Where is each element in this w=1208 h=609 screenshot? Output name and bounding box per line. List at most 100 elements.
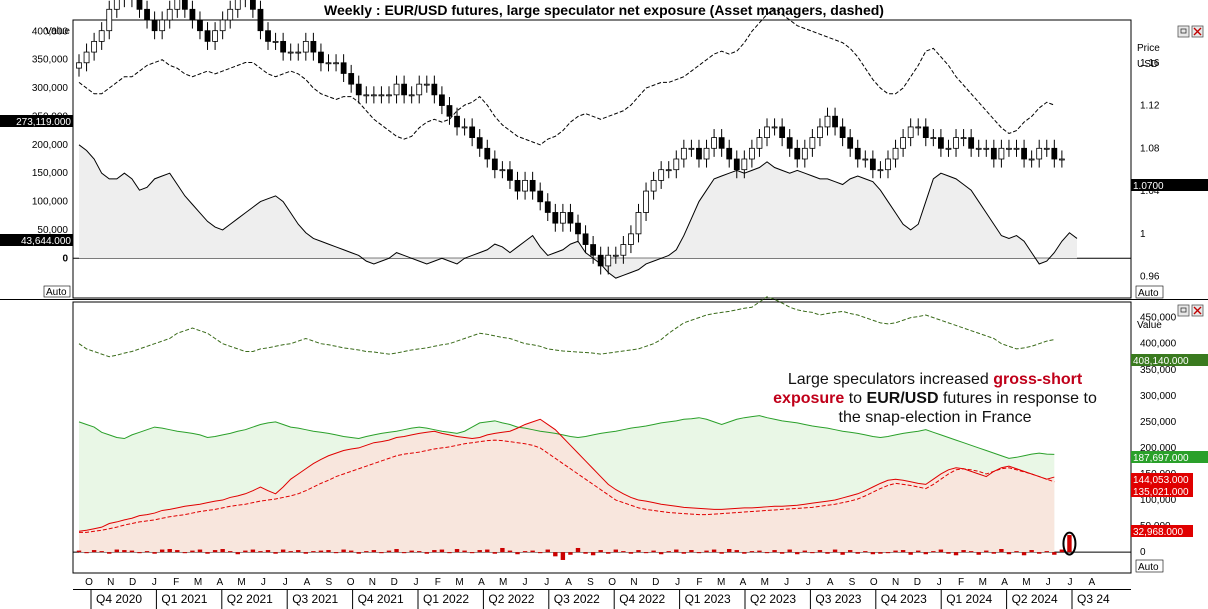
weekly-change-bar	[492, 552, 498, 554]
candle-body	[295, 51, 302, 54]
weekly-change-bar	[1014, 551, 1019, 553]
candle-body	[499, 169, 506, 172]
x-quarter-tick: Q3 24	[1077, 592, 1110, 606]
candle-body	[197, 19, 203, 32]
candle-body	[280, 40, 287, 53]
x-month-tick: N	[369, 577, 376, 588]
weekly-change-bar	[303, 552, 309, 554]
weekly-change-bar	[318, 550, 324, 553]
candle-body	[325, 62, 332, 65]
candle-body	[1058, 158, 1065, 161]
series-eurusd-candles	[76, 0, 1065, 275]
weekly-change-bar	[439, 549, 445, 553]
upper-panel-close-icon-glyph	[1193, 27, 1202, 36]
candle-body	[612, 254, 619, 257]
weekly-change-bar	[394, 549, 399, 553]
x-month-tick: S	[849, 577, 856, 588]
upper-panel-close-icon[interactable]	[1191, 25, 1204, 38]
lower-right-tick: 0	[1140, 547, 1146, 558]
candle-body	[529, 179, 536, 192]
weekly-change-bar	[757, 550, 762, 553]
candle-body	[960, 137, 967, 140]
weekly-change-bar	[832, 549, 838, 553]
weekly-change-bar	[575, 547, 581, 553]
weekly-change-bar	[560, 552, 566, 560]
weekly-change-bar	[205, 552, 210, 554]
weekly-change-bar	[243, 550, 248, 553]
candle-body	[597, 254, 604, 267]
value-label-weekly-change-text: 32,968.000	[1133, 527, 1183, 538]
weekly-change-bar	[137, 552, 142, 554]
candle-body	[393, 83, 400, 96]
candle-body	[408, 94, 415, 97]
upper-right-auto-button[interactable]	[1135, 285, 1164, 299]
candle-body	[748, 147, 755, 160]
upper-right-tick: 1.16	[1140, 58, 1160, 69]
candle-body	[113, 0, 120, 10]
annotation-text-1: Large speculators increased	[787, 371, 994, 388]
upper-left-tick: 400,000	[32, 26, 69, 37]
weekly-change-bar	[417, 551, 422, 553]
weekly-change-bar	[643, 552, 649, 554]
weekly-change-bar	[908, 552, 913, 555]
weekly-change-bar	[636, 550, 641, 553]
lower-panel-restore-icon-box	[1177, 304, 1190, 317]
candle-body	[575, 222, 581, 235]
x-month-tick: F	[958, 577, 964, 588]
x-month-tick: D	[914, 577, 921, 588]
candle-body	[696, 147, 702, 160]
candle-body	[559, 212, 566, 224]
candle-body	[665, 169, 672, 172]
candle-body	[862, 158, 869, 161]
x-month-tick: D	[652, 577, 659, 588]
value-label-eurusd: 1.0700	[1131, 179, 1208, 192]
weekly-change-bar	[590, 552, 596, 556]
weekly-change-bar	[1006, 552, 1012, 555]
upper-panel-restore-icon[interactable]	[1177, 25, 1190, 38]
weekly-change-bar	[961, 550, 966, 553]
candle-body	[854, 147, 861, 160]
x-month-tick: J	[1068, 577, 1073, 588]
candle-body	[990, 147, 997, 160]
weekly-change-bar	[424, 552, 429, 554]
upper-right-axis-unit: USD	[1137, 59, 1158, 70]
upper-net-fill	[79, 144, 1077, 279]
x-quarter-tick: Q4 2020	[96, 592, 142, 606]
weekly-change-bar	[674, 549, 679, 553]
lower-panel-close-icon[interactable]	[1191, 304, 1204, 317]
lower-panel-restore-icon[interactable]	[1177, 304, 1190, 317]
candle-body	[938, 137, 944, 149]
candle-body	[998, 147, 1005, 160]
x-month-tick: N	[630, 577, 637, 588]
lower-right-auto-button[interactable]	[1135, 559, 1164, 573]
candle-body	[98, 30, 105, 42]
weekly-change-bar	[878, 552, 883, 554]
value-label-large-speculators-net: 43,644.000	[0, 234, 73, 247]
weekly-change-bar	[885, 552, 891, 554]
candle-body	[219, 19, 226, 32]
upper-left-axis-label: Value	[45, 26, 70, 37]
area-large-speculators-gross-short	[79, 419, 1055, 553]
candle-body	[423, 83, 430, 86]
candle-body	[688, 147, 695, 150]
weekly-change-bar	[296, 550, 301, 553]
candle-body	[680, 147, 687, 160]
candle-body	[900, 137, 907, 149]
candle-body	[552, 212, 559, 224]
weekly-change-bar	[265, 550, 271, 553]
weekly-change-bar	[386, 550, 392, 553]
upper-left-tick: 100,000	[32, 197, 69, 208]
value-label-asset-managers-gross-short-text: 135,021.000	[1133, 487, 1189, 498]
candle-body	[514, 179, 521, 192]
x-month-tick: M	[1022, 577, 1030, 588]
candle-body	[817, 126, 823, 139]
weekly-change-bar	[825, 552, 830, 554]
x-quarter-tick: Q2 2023	[750, 592, 796, 606]
weekly-change-bar	[454, 549, 460, 553]
weekly-change-bar	[696, 552, 702, 554]
weekly-change-bar	[333, 552, 339, 554]
value-label-asset-managers-net-text: 273,119.000	[16, 117, 71, 128]
value-label-asset-managers-gross-long-text: 408,140.000	[1133, 356, 1189, 367]
value-label-asset-managers-gross-long: 408,140.000	[1131, 354, 1208, 367]
weekly-change-bar	[893, 550, 898, 553]
